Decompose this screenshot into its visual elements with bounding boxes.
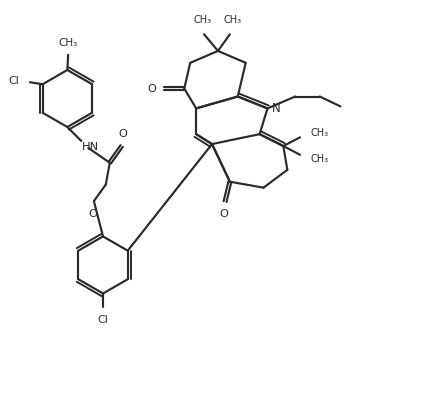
Text: O: O [119, 129, 127, 139]
Text: O: O [148, 83, 157, 94]
Text: CH₃: CH₃ [193, 15, 211, 25]
Text: CH₃: CH₃ [224, 15, 242, 25]
Text: CH₃: CH₃ [310, 154, 328, 164]
Text: O: O [88, 209, 97, 219]
Text: CH₃: CH₃ [59, 38, 78, 48]
Text: Cl: Cl [98, 315, 108, 325]
Text: Cl: Cl [9, 76, 20, 86]
Text: HN: HN [82, 142, 99, 152]
Text: CH₃: CH₃ [310, 128, 328, 139]
Text: O: O [220, 209, 229, 219]
Text: N: N [272, 102, 281, 115]
